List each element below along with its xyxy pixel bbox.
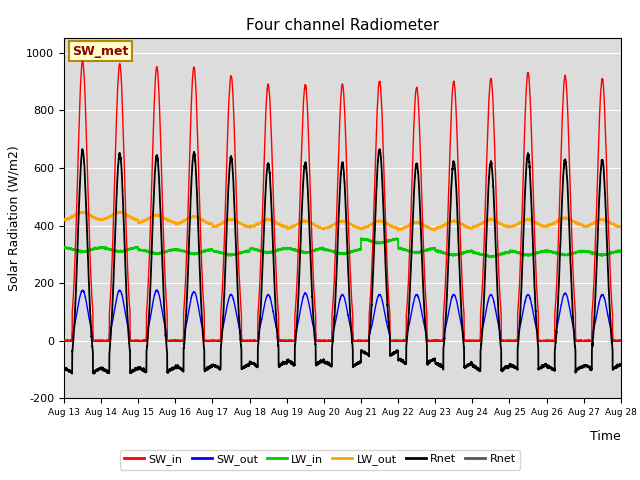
Title: Four channel Radiometer: Four channel Radiometer bbox=[246, 18, 439, 33]
Y-axis label: Solar Radiation (W/m2): Solar Radiation (W/m2) bbox=[8, 145, 20, 291]
Text: Time: Time bbox=[590, 430, 621, 443]
Text: SW_met: SW_met bbox=[72, 45, 129, 58]
Legend: SW_in, SW_out, LW_in, LW_out, Rnet, Rnet: SW_in, SW_out, LW_in, LW_out, Rnet, Rnet bbox=[120, 450, 520, 469]
